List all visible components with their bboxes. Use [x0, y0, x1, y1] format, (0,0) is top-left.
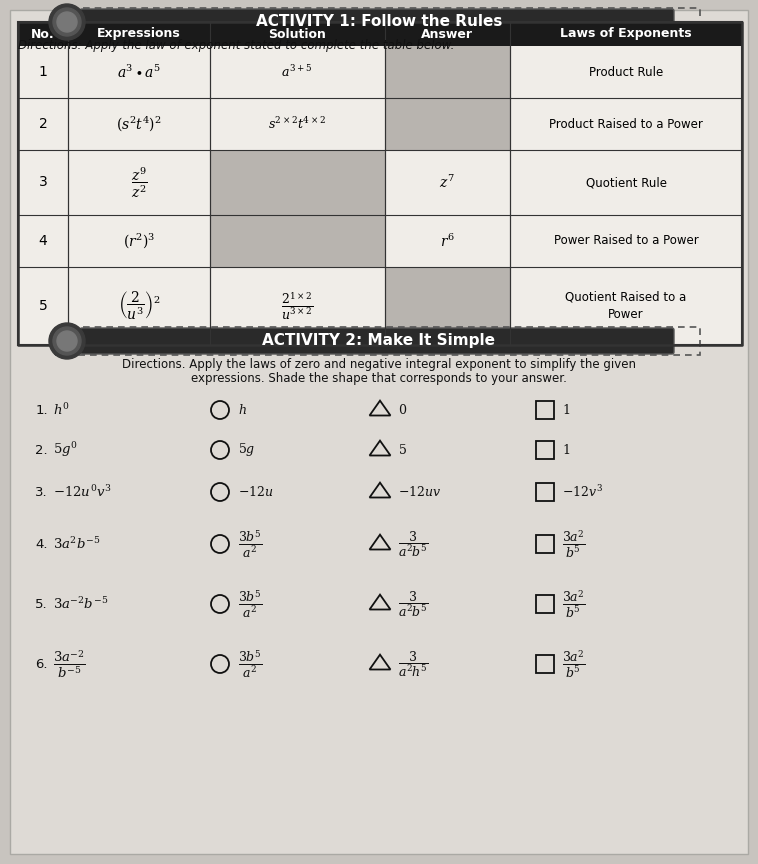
Text: 4.: 4. — [36, 537, 48, 550]
Polygon shape — [18, 22, 742, 46]
Text: $\dfrac{3a^2}{b^5}$: $\dfrac{3a^2}{b^5}$ — [562, 588, 586, 619]
Polygon shape — [385, 267, 510, 345]
Text: $-12u^0v^3$: $-12u^0v^3$ — [53, 484, 111, 500]
Circle shape — [49, 323, 85, 359]
Text: $\dfrac{2^{1 \times 2}}{u^{3 \times 2}}$: $\dfrac{2^{1 \times 2}}{u^{3 \times 2}}$ — [280, 290, 313, 322]
Circle shape — [49, 4, 85, 40]
Text: $-12u$: $-12u$ — [238, 485, 274, 499]
Polygon shape — [385, 98, 510, 150]
Text: ACTIVITY 2: Make It Simple: ACTIVITY 2: Make It Simple — [262, 334, 496, 348]
Text: Laws of Exponents: Laws of Exponents — [560, 28, 692, 41]
Text: $r^6$: $r^6$ — [440, 232, 454, 250]
Text: Quotient Rule: Quotient Rule — [585, 176, 666, 189]
Text: Product Raised to a Power: Product Raised to a Power — [549, 118, 703, 130]
Text: 5: 5 — [39, 299, 47, 313]
Text: No.: No. — [31, 28, 55, 41]
FancyBboxPatch shape — [10, 10, 748, 854]
Text: $-12uv$: $-12uv$ — [398, 485, 441, 499]
Text: $\dfrac{3b^5}{a^2}$: $\dfrac{3b^5}{a^2}$ — [238, 528, 263, 560]
Text: $\dfrac{3a^{-2}}{b^{-5}}$: $\dfrac{3a^{-2}}{b^{-5}}$ — [53, 648, 86, 680]
Text: 5.: 5. — [36, 598, 48, 611]
Text: $\dfrac{3}{a^2b^5}$: $\dfrac{3}{a^2b^5}$ — [398, 589, 429, 619]
Text: expressions. Shade the shape that corresponds to your answer.: expressions. Shade the shape that corres… — [191, 372, 567, 385]
Text: $5g$: $5g$ — [238, 442, 255, 459]
Polygon shape — [385, 46, 510, 98]
Text: $3a^2b^{-5}$: $3a^2b^{-5}$ — [53, 536, 101, 552]
Circle shape — [53, 327, 81, 355]
Text: Quotient Raised to a
Power: Quotient Raised to a Power — [565, 291, 687, 321]
Text: $\dfrac{3a^2}{b^5}$: $\dfrac{3a^2}{b^5}$ — [562, 528, 586, 560]
Text: Expressions: Expressions — [97, 28, 181, 41]
Circle shape — [53, 8, 81, 36]
Text: $5g^0$: $5g^0$ — [53, 441, 78, 460]
Text: $-12v^3$: $-12v^3$ — [562, 484, 603, 500]
Text: 3: 3 — [39, 175, 47, 189]
Text: $\dfrac{z^9}{z^2}$: $\dfrac{z^9}{z^2}$ — [130, 165, 147, 200]
Text: Power Raised to a Power: Power Raised to a Power — [553, 234, 698, 247]
Polygon shape — [210, 150, 385, 215]
Text: Directions. Apply the laws of zero and negative integral exponent to simplify th: Directions. Apply the laws of zero and n… — [122, 358, 636, 371]
Text: Answer: Answer — [421, 28, 473, 41]
Text: 3.: 3. — [36, 486, 48, 499]
Text: $\dfrac{3b^5}{a^2}$: $\dfrac{3b^5}{a^2}$ — [238, 648, 263, 680]
Text: 2: 2 — [39, 117, 47, 131]
Text: $a^{3+5}$: $a^{3+5}$ — [281, 64, 312, 80]
Text: $(s^2t^4)^2$: $(s^2t^4)^2$ — [116, 115, 162, 133]
Text: $a^3 \bullet a^5$: $a^3 \bullet a^5$ — [117, 63, 161, 80]
Text: $(r^2)^3$: $(r^2)^3$ — [123, 232, 155, 251]
FancyBboxPatch shape — [80, 9, 674, 35]
Text: $1$: $1$ — [562, 403, 570, 417]
Text: 1: 1 — [39, 65, 48, 79]
Text: 4: 4 — [39, 234, 47, 248]
Text: Solution: Solution — [268, 28, 326, 41]
Polygon shape — [18, 22, 742, 345]
Circle shape — [57, 12, 77, 32]
Polygon shape — [18, 22, 742, 46]
Circle shape — [57, 331, 77, 351]
Text: $\dfrac{3b^5}{a^2}$: $\dfrac{3b^5}{a^2}$ — [238, 588, 263, 619]
Text: $h$: $h$ — [238, 403, 247, 417]
FancyBboxPatch shape — [80, 328, 674, 354]
Text: $z^7$: $z^7$ — [439, 174, 455, 191]
Text: Directions: Apply the law of exponent stated to complete the table below.: Directions: Apply the law of exponent st… — [18, 39, 454, 52]
Text: $1$: $1$ — [562, 443, 570, 457]
Text: $\dfrac{3}{a^2h^5}$: $\dfrac{3}{a^2h^5}$ — [398, 649, 429, 679]
Polygon shape — [210, 215, 385, 267]
Text: $\left(\dfrac{2}{u^3}\right)^2$: $\left(\dfrac{2}{u^3}\right)^2$ — [117, 289, 160, 322]
Text: 1.: 1. — [36, 403, 48, 416]
Text: $h^0$: $h^0$ — [53, 402, 70, 418]
Text: $\dfrac{3}{a^2b^5}$: $\dfrac{3}{a^2b^5}$ — [398, 529, 429, 559]
Text: Product Rule: Product Rule — [589, 66, 663, 79]
Text: 6.: 6. — [36, 658, 48, 670]
Text: $5$: $5$ — [398, 443, 407, 457]
Text: $s^{2 \times 2}t^{4 \times 2}$: $s^{2 \times 2}t^{4 \times 2}$ — [268, 116, 326, 132]
Text: $0$: $0$ — [398, 403, 407, 417]
Text: $3a^{-2}b^{-5}$: $3a^{-2}b^{-5}$ — [53, 596, 108, 612]
Text: ACTIVITY 1: Follow the Rules: ACTIVITY 1: Follow the Rules — [255, 15, 503, 29]
Text: 2.: 2. — [36, 443, 48, 456]
Text: $\dfrac{3a^2}{b^5}$: $\dfrac{3a^2}{b^5}$ — [562, 648, 586, 680]
